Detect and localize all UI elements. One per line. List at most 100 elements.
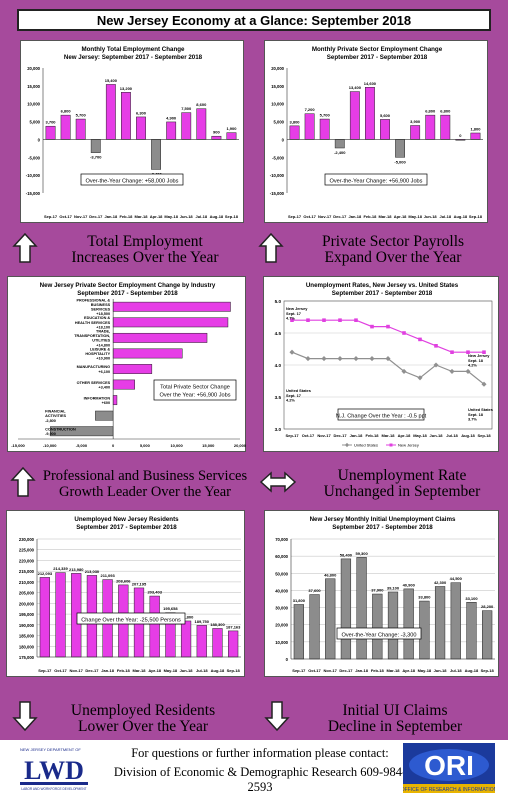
data-label: 6,800 — [425, 109, 436, 114]
series-point — [466, 350, 470, 354]
data-label: 28,200 — [481, 604, 494, 609]
y-tick-label: 50,000 — [275, 571, 288, 576]
caption-line: Total Employment — [87, 233, 203, 250]
chart-svg: Monthly Private Sector Employment Change… — [270, 46, 483, 219]
x-tick-label: Mar-18 — [379, 214, 393, 219]
chart-annotation: Change Over the Year: -25,500 Persons — [81, 618, 181, 624]
x-tick-label: Jul-18 — [446, 433, 458, 438]
x-tick-label: Jan-18 — [355, 668, 368, 673]
series-point — [418, 337, 422, 342]
data-label: 13,200 — [120, 86, 133, 91]
x-tick-label: Nov-17 — [318, 214, 332, 219]
y-tick-label: -10,000 — [270, 173, 285, 178]
x-tick-label: Apr-18 — [150, 214, 163, 219]
data-label: 6,800 — [440, 109, 451, 114]
y-tick-label: 10,000 — [275, 640, 288, 645]
svg-text:LABOR AND WORKFORCE DEVELOPMEN: LABOR AND WORKFORCE DEVELOPMENT — [21, 787, 86, 791]
x-tick-label: Jul-18 — [196, 214, 208, 219]
up-arrow-icon — [12, 232, 38, 263]
x-tick-label: May-18 — [418, 668, 432, 673]
data-label: 59,300 — [355, 551, 368, 556]
category-label: FINANCIAL — [45, 410, 66, 414]
x-tick-label: Jan-18 — [350, 433, 363, 438]
x-tick-label: Nov-17 — [317, 433, 331, 438]
x-tick-label: Aug-18 — [210, 214, 224, 219]
down-arrow-icon — [264, 701, 290, 732]
x-tick-label: Feb-18 — [371, 668, 385, 673]
x-tick-label: Oct-17 — [54, 668, 67, 673]
data-label: 3,900 — [410, 119, 421, 124]
series-point — [450, 350, 454, 354]
callout-label: Sept. 17 — [286, 311, 301, 316]
x-tick-label: Sep-17 — [288, 214, 302, 219]
annotation-box — [80, 173, 184, 186]
chart-title: Monthly Total Employment Change — [81, 46, 185, 53]
x-tick-label: Jun-18 — [424, 214, 438, 219]
x-tick-label: Sep-17 — [44, 214, 58, 219]
bar — [45, 125, 56, 140]
caption-line: Decline in September — [327, 718, 463, 735]
chart-title: New Jersey Private Sector Employment Cha… — [40, 282, 216, 289]
callout-label: 3.7% — [468, 417, 477, 422]
callout-label: New Jersey — [286, 306, 308, 311]
category-label: ACTIVITIES — [45, 414, 66, 418]
legend-marker — [344, 442, 350, 448]
y-tick-label: 220,000 — [19, 558, 35, 563]
legend-marker — [389, 443, 393, 447]
data-label: 7,500 — [181, 106, 192, 111]
annotation-box — [153, 379, 237, 401]
caption-line: Expand Over the Year — [324, 249, 462, 266]
bar — [325, 578, 336, 660]
data-label: 15,400 — [105, 78, 118, 83]
series-point — [449, 368, 455, 374]
x-tick-label: Jun-18 — [434, 668, 448, 673]
x-tick-label: Jul-18 — [440, 214, 452, 219]
x-tick-label: Nov-17 — [324, 668, 338, 673]
callout-label: United States — [468, 407, 493, 412]
data-label: 213,980 — [69, 567, 84, 572]
chart-annotation: Over the Year: +56,900 Jobs — [159, 393, 230, 399]
y-tick-label: 0 — [38, 137, 41, 142]
caption-private-payrolls: Private Sector Payrolls Expand Over the … — [288, 234, 498, 266]
series-point — [402, 331, 406, 335]
x-tick-label: Dec-17 — [89, 214, 103, 219]
chart-subtitle: September 2017 - September 2018 — [332, 290, 433, 297]
y-tick-label: 20,000 — [27, 66, 40, 71]
data-label: 33,800 — [418, 595, 431, 600]
data-label: 188,300 — [210, 622, 225, 627]
bar — [181, 112, 192, 140]
bar — [55, 572, 66, 658]
bar — [105, 84, 116, 140]
chart-annotation: Over-the-Year Change: +56,900 Jobs — [330, 179, 423, 185]
data-label: 4,900 — [166, 115, 177, 120]
x-tick-label: Dec-17 — [333, 214, 347, 219]
y-tick-label: 30,000 — [275, 606, 288, 611]
chart-private-employment: Monthly Private Sector Employment Change… — [264, 40, 488, 223]
y-tick-label: 175,000 — [19, 655, 35, 660]
data-label: -2,400 — [334, 150, 346, 155]
y-tick-label: 190,000 — [19, 623, 35, 628]
bar — [136, 116, 146, 140]
y-tick-label: 5.0 — [275, 299, 282, 304]
bar — [149, 595, 160, 658]
x-tick-label: Apr-18 — [394, 214, 407, 219]
y-tick-label: 205,000 — [19, 591, 35, 596]
y-tick-label: 20,000 — [271, 66, 284, 71]
series-point — [417, 375, 423, 381]
y-tick-label: 230,000 — [19, 537, 35, 542]
chart-subtitle: September 2017 - September 2018 — [77, 290, 178, 297]
y-tick-label: -15,000 — [270, 191, 285, 196]
x-tick-label: Mar-18 — [133, 668, 147, 673]
data-label: 40,900 — [403, 582, 416, 587]
x-tick-label: May-18 — [164, 668, 178, 673]
x-tick-label: Jan-18 — [349, 214, 362, 219]
bar — [166, 121, 177, 140]
data-label: 1,900 — [226, 126, 237, 131]
y-tick-label: 0 — [286, 657, 289, 662]
data-label: 6,800 — [61, 109, 72, 114]
category-label: HEALTH SERVICES — [75, 321, 111, 325]
chart-title: New Jersey Monthly Initial Unemployment … — [310, 516, 456, 523]
bar — [319, 118, 330, 140]
caption-line: Unemployed Residents — [70, 702, 216, 719]
caption-total-employment: Total Employment Increases Over the Year — [40, 234, 250, 266]
